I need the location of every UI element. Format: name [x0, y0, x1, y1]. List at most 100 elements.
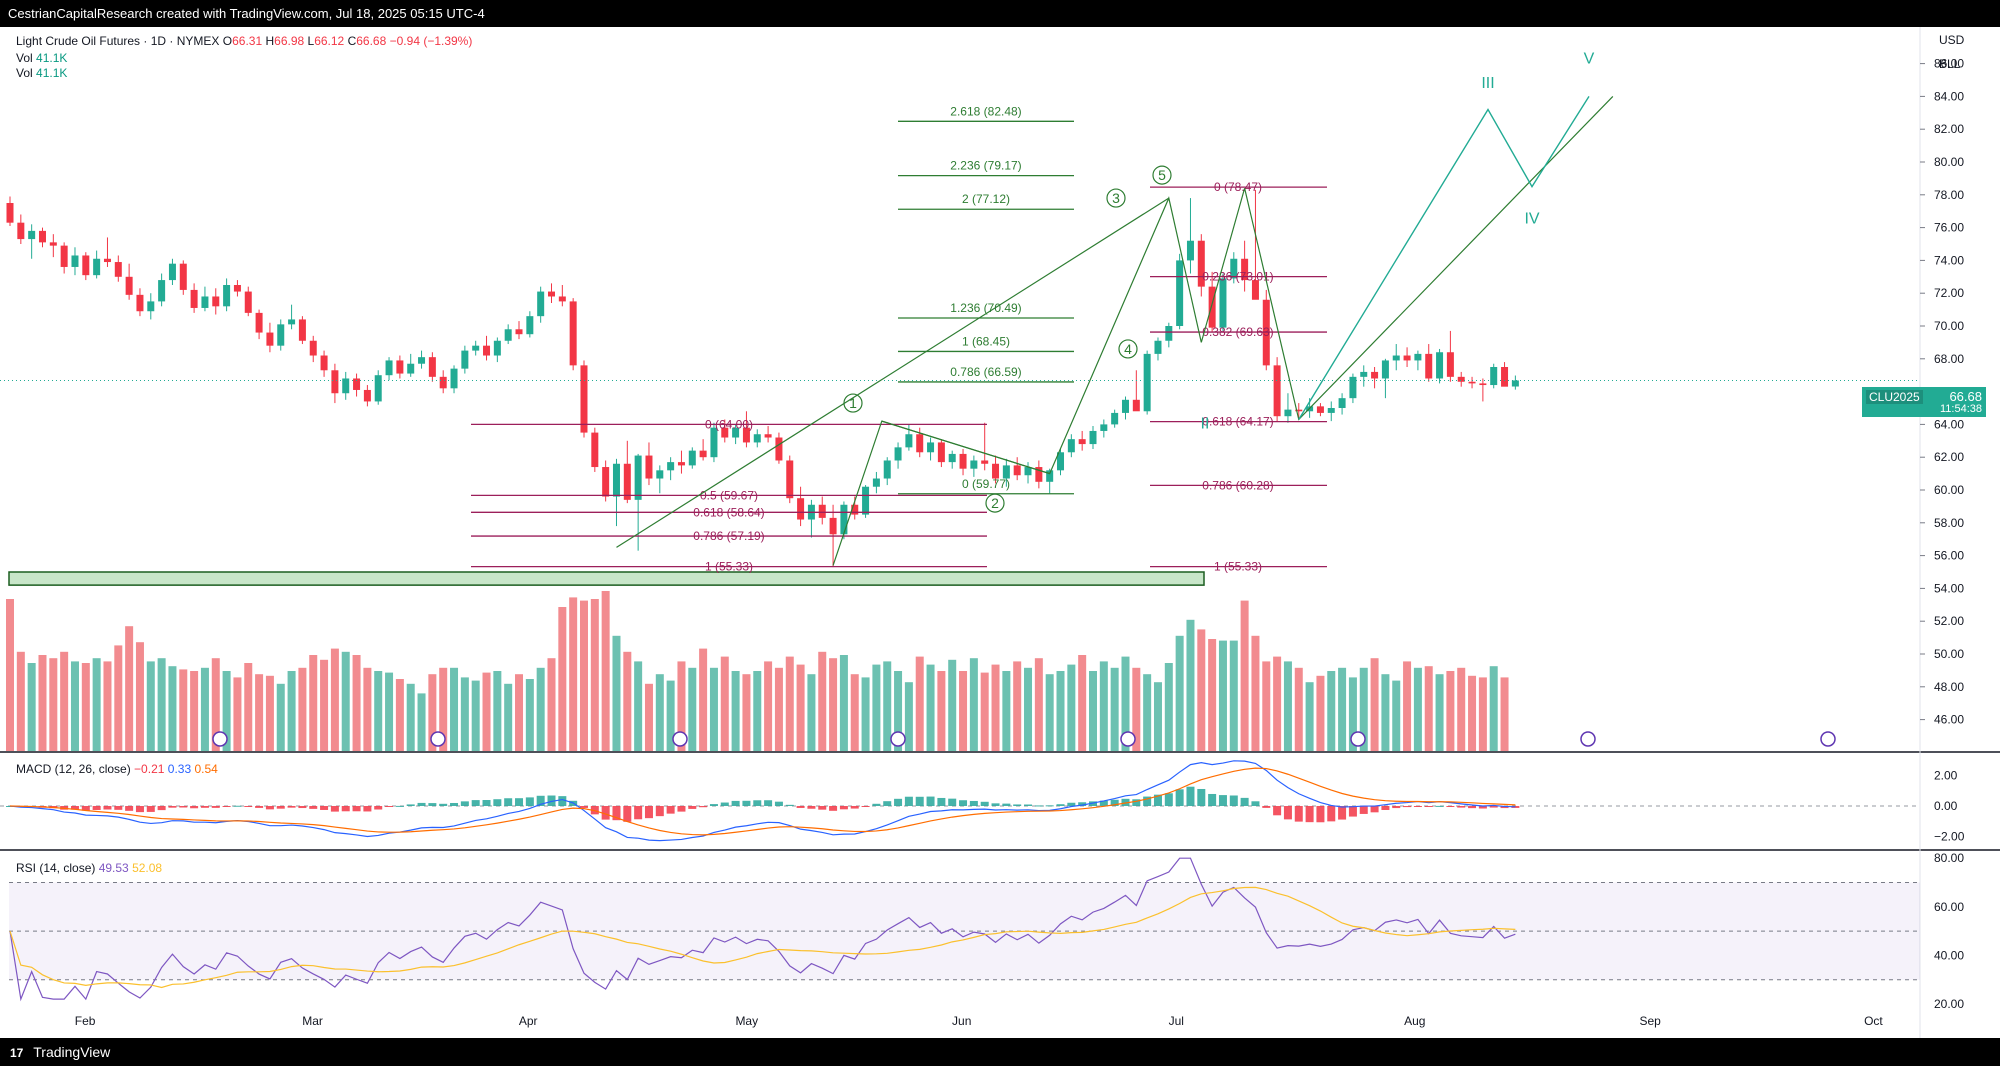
projection-label: V — [1584, 51, 1595, 68]
macd-histogram-bar — [547, 795, 556, 806]
y-tick-label: 60.00 — [1934, 483, 1964, 497]
projection-label: II — [1201, 415, 1210, 432]
fib-label-red: 1 (55.33) — [1214, 560, 1262, 574]
candle-body — [1078, 439, 1086, 445]
macd-histogram-bar — [785, 804, 794, 806]
macd-histogram-bar — [70, 806, 79, 810]
fib-label-red: 1 (55.33) — [705, 560, 753, 574]
macd-histogram-bar — [699, 806, 708, 808]
currency-label[interactable]: USD — [1939, 33, 1965, 47]
volume-bar — [644, 683, 653, 751]
macd-histogram-bar — [655, 806, 664, 817]
macd-histogram-bar — [1143, 796, 1152, 806]
volume-bar — [634, 661, 643, 751]
volume-bar — [6, 599, 14, 751]
macd-histogram-bar — [1218, 795, 1227, 806]
macd-histogram-bar — [1446, 806, 1455, 807]
volume-bar — [709, 667, 718, 751]
candle-body — [504, 329, 512, 341]
macd-histogram-bar — [1283, 806, 1292, 820]
volume-bar — [569, 597, 578, 751]
volume-bar — [330, 648, 339, 751]
macd-histogram-bar — [818, 806, 827, 810]
candle-body — [1349, 376, 1357, 399]
volume-legend-1: Vol 41.1K — [16, 51, 67, 65]
candle-body — [1035, 467, 1043, 482]
candle-body — [1002, 465, 1010, 479]
volume-bar — [1208, 639, 1217, 751]
fib-label-red: 0.786 (60.28) — [1202, 478, 1273, 492]
volume-bar — [872, 664, 881, 751]
volume-bar — [1381, 674, 1390, 751]
candle-body — [1360, 371, 1368, 377]
volume-bar — [948, 659, 957, 751]
projection-label: III — [1481, 75, 1494, 92]
x-tick-label: May — [735, 1014, 758, 1028]
volume-bar — [883, 661, 892, 751]
macd-histogram-bar — [525, 797, 534, 806]
volume-bar — [135, 642, 144, 751]
macd-histogram-bar — [179, 806, 188, 808]
fib-label-green: 1.236 (70.49) — [950, 301, 1021, 315]
volume-bar — [1045, 674, 1054, 751]
last-price-badge: CLU2025 66.68 11:54:38 — [1862, 387, 1986, 417]
fib-label-red: 0 (64.00) — [705, 417, 753, 431]
volume-bar — [1424, 666, 1433, 751]
volume-bar — [417, 693, 426, 751]
candle-body — [916, 434, 924, 453]
candle-body — [439, 376, 447, 389]
candle-body — [472, 345, 480, 351]
volume-bar — [352, 655, 361, 751]
candle-body — [992, 463, 1000, 479]
legend-h-label: H — [265, 34, 275, 48]
volume-bar — [255, 674, 264, 751]
wave-label: 3 — [1112, 190, 1120, 206]
macd-histogram-bar — [200, 806, 209, 808]
chart-canvas[interactable]: 46.0048.0050.0052.0054.0056.0058.0060.00… — [0, 27, 2000, 1038]
macd-histogram-bar — [937, 797, 946, 806]
volume-bar — [1413, 667, 1422, 751]
candle-body — [147, 301, 155, 312]
macd-histogram-bar — [1359, 806, 1368, 814]
legend-change: −0.94 (−1.39%) — [389, 34, 473, 48]
candle-body — [1089, 430, 1097, 445]
macd-histogram-bar — [612, 806, 621, 821]
rsi-y-tick-label: 40.00 — [1934, 948, 1964, 962]
volume-bar — [980, 672, 989, 751]
volume-bar — [157, 658, 166, 751]
candle-body — [829, 517, 837, 535]
macd-histogram-bar — [233, 805, 242, 807]
macd-histogram-bar — [1013, 804, 1022, 806]
x-tick-label: Apr — [519, 1014, 538, 1028]
fib-label-red: 0.786 (57.19) — [693, 529, 764, 543]
macd-histogram-bar — [255, 806, 264, 808]
candle-body — [1251, 280, 1259, 300]
macd-histogram-bar — [1305, 806, 1314, 823]
macd-histogram-bar — [385, 806, 394, 807]
candle-body — [396, 360, 404, 374]
wave-circle — [1106, 188, 1126, 208]
volume-bar — [125, 626, 134, 751]
trend-line — [616, 197, 1170, 548]
volume-bar — [959, 671, 968, 751]
candle-body — [894, 447, 902, 461]
fib-label-green: 1 (68.45) — [962, 334, 1010, 348]
volume-bar — [1078, 655, 1087, 751]
event-marker-icon — [672, 731, 688, 747]
volume-bar — [850, 674, 859, 751]
volume-bar — [666, 680, 675, 751]
macd-histogram-bar — [1468, 806, 1477, 809]
macd-title: MACD (12, 26, close) — [16, 762, 131, 776]
candle-body — [1176, 260, 1184, 326]
macd-histogram-bar — [1175, 789, 1184, 806]
volume-bar — [287, 671, 296, 751]
macd-y-tick-label: 0.00 — [1934, 799, 1958, 813]
volume-bar — [16, 651, 25, 751]
macd-histogram-bar — [222, 806, 231, 807]
candle-body — [612, 463, 620, 497]
volume-bar — [590, 599, 599, 751]
candle-body — [1219, 278, 1227, 328]
volume-bar — [190, 671, 199, 751]
unit-label[interactable]: BLL — [1939, 57, 1961, 71]
macd-histogram-bar — [157, 806, 166, 811]
